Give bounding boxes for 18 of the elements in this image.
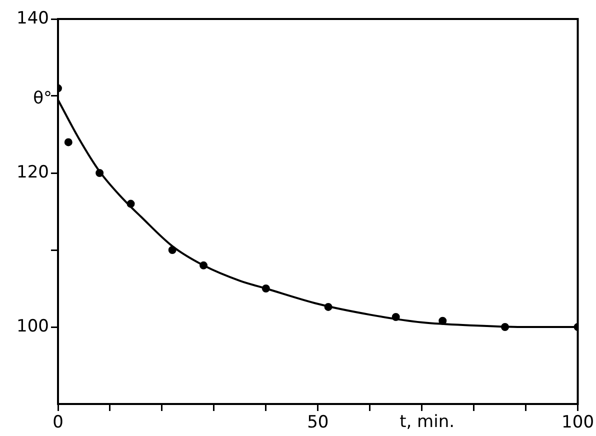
x-tick-label: 100: [562, 412, 594, 433]
point: [200, 261, 208, 270]
point: [126, 200, 135, 208]
point: [324, 302, 332, 311]
point: [392, 312, 400, 321]
y-tick-label: 120: [16, 162, 49, 182]
point: [438, 316, 447, 325]
point: [501, 323, 510, 331]
x-tick-label: 0: [52, 412, 64, 433]
point: [168, 246, 176, 254]
y-axis-title: θ°: [33, 88, 52, 108]
x-axis-title: t, min.: [400, 412, 455, 432]
x-tick-label: 50: [307, 412, 329, 433]
point: [64, 138, 72, 146]
point: [262, 284, 270, 292]
y-tick-label: 100: [16, 316, 49, 336]
y-tick-label: 140: [16, 8, 49, 28]
point: [96, 169, 104, 177]
